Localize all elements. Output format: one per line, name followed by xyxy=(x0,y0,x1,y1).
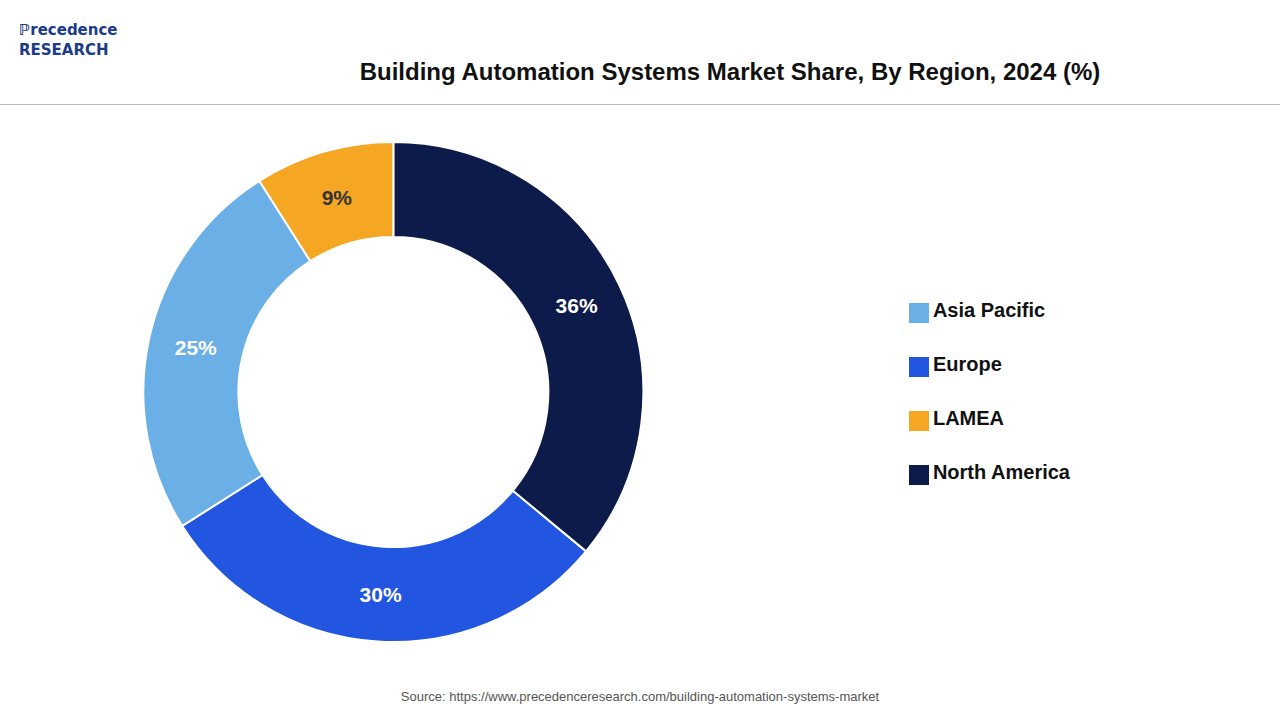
svg-text:36%: 36% xyxy=(556,294,598,317)
html-text:Europe: Europe xyxy=(932,353,1002,375)
svg-text:9%: 9% xyxy=(322,186,353,209)
html-text:LAMEA: LAMEA xyxy=(932,407,1004,429)
html-text:RESEARCH: RESEARCH xyxy=(19,41,109,59)
html-text:Building Automation Systems Ma: Building Automation Systems Market Share… xyxy=(359,58,1101,85)
html-text:Asia Pacific: Asia Pacific xyxy=(932,299,1046,321)
svg-text:25%: 25% xyxy=(175,336,217,359)
html-text:North America: North America xyxy=(932,461,1070,483)
html-text:Source: https://www.precedence: Source: https://www.precedenceresearch.c… xyxy=(400,689,880,704)
svg-text:30%: 30% xyxy=(360,583,402,606)
html-text:ℙrecedence: ℙrecedence xyxy=(19,21,118,39)
